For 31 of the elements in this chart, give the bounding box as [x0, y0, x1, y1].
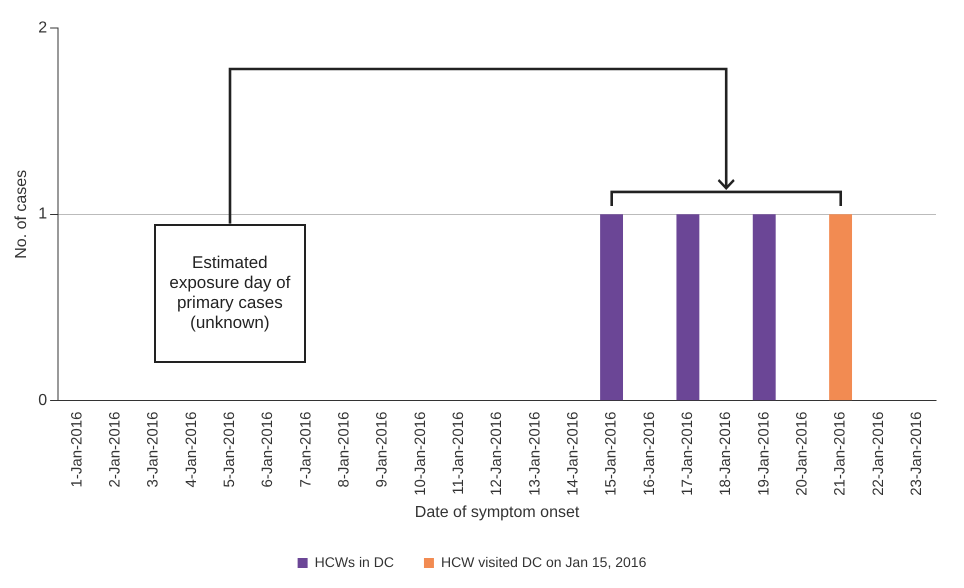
x-tick-label: 1-Jan-2016	[68, 412, 86, 488]
x-tick-label: 23-Jan-2016	[908, 412, 926, 496]
x-tick-label: 8-Jan-2016	[336, 412, 353, 488]
x-tick-label: 2-Jan-2016	[106, 412, 124, 488]
x-tick-label: 9-Jan-2016	[374, 412, 391, 488]
x-tick-label: 17-Jan-2016	[679, 412, 696, 496]
x-axis-title: Date of symptom onset	[414, 504, 580, 521]
annotation: Estimated exposure day of primary cases (unknown)	[168, 253, 292, 334]
x-tick-label: 21-Jan-2016	[832, 412, 849, 496]
x-tick-label: 22-Jan-2016	[870, 412, 887, 496]
legend-label: HCWs in DC	[314, 554, 394, 570]
x-tick-label: 6-Jan-2016	[259, 412, 276, 488]
y-tick-label: 1	[38, 206, 48, 223]
x-tick-label: 11-Jan-2016	[450, 412, 468, 495]
x-tick-label: 12-Jan-2016	[488, 412, 506, 496]
x-tick-label: 3-Jan-2016	[144, 412, 162, 488]
legend-label: HCW visited DC on Jan 15, 2016	[440, 554, 647, 570]
x-tick-label: 20-Jan-2016	[794, 412, 811, 496]
x-tick-label: 15-Jan-2016	[602, 412, 620, 496]
y-tick-label: 2	[38, 19, 48, 36]
y-axis-title: No. of cases	[13, 170, 30, 259]
x-tick-label: 14-Jan-2016	[564, 412, 582, 496]
x-tick-label: 7-Jan-2016	[297, 412, 314, 488]
y-tick-label: 0	[38, 392, 48, 409]
x-tick-label: 19-Jan-2016	[755, 412, 772, 496]
x-tick-label: 18-Jan-2016	[717, 412, 734, 496]
x-tick-label: 13-Jan-2016	[526, 412, 544, 496]
x-tick-label: 5-Jan-2016	[221, 412, 238, 488]
x-tick-label: 16-Jan-2016	[640, 412, 658, 496]
x-tick-label: 4-Jan-2016	[182, 412, 200, 488]
x-tick-label: 10-Jan-2016	[412, 412, 429, 496]
